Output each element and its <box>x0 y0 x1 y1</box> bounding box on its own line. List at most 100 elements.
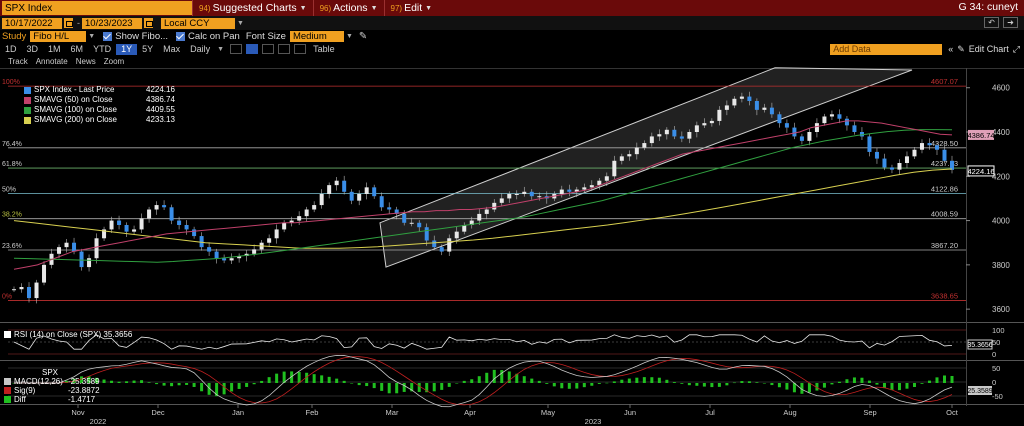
period-1m[interactable]: 1M <box>48 44 61 54</box>
calc-on-pan-label: Calc on Pan <box>188 31 240 42</box>
frequency-select[interactable]: Daily <box>190 44 211 54</box>
diff-bar <box>605 382 609 384</box>
period-3d[interactable]: 3D <box>26 44 39 54</box>
pencil-icon[interactable]: ✎ <box>957 43 965 54</box>
arrow-right-icon[interactable]: ➜ <box>1003 17 1018 28</box>
candle-chart-icon[interactable] <box>246 44 259 54</box>
candle-body <box>777 114 782 124</box>
currency-select[interactable]: Local CCY <box>161 17 235 29</box>
fibo-value-label: 4122.86 <box>931 184 958 193</box>
y-tick-label: 4200 <box>992 172 1010 181</box>
edit-chart-button[interactable]: Edit Chart <box>968 44 1009 54</box>
diff-bar <box>567 383 571 389</box>
rsi-label: RSI (14) on Close (SPX) 35.3656 <box>4 330 132 339</box>
chevron-down-icon[interactable]: ▼ <box>345 33 353 40</box>
candle-body <box>477 213 482 221</box>
bar-chart-icon[interactable] <box>262 44 275 54</box>
diff-bar <box>860 377 864 383</box>
x-tick-label: Feb <box>306 408 319 417</box>
candle-body <box>642 143 647 148</box>
chevron-down-icon[interactable]: ▼ <box>88 33 96 40</box>
diff-bar <box>515 373 519 383</box>
diff-bar <box>237 383 241 389</box>
candle-body <box>334 180 339 186</box>
candle-body <box>327 185 332 194</box>
candle-body <box>769 107 774 115</box>
diff-bar <box>710 383 714 388</box>
diff-bar <box>830 383 834 385</box>
diff-bar <box>492 369 496 383</box>
candle-body <box>447 238 452 252</box>
candle-body <box>499 198 504 203</box>
legend-name: SMAVG (50) on Close <box>34 95 113 104</box>
zoom-tool[interactable]: Zoom <box>103 57 125 66</box>
x-tick-label: Mar <box>386 408 399 417</box>
menu-edit[interactable]: 97) Edit ▼ <box>383 0 439 16</box>
table-button[interactable]: Table <box>313 44 335 54</box>
period-1y[interactable]: 1Y <box>116 43 138 55</box>
line-chart-icon[interactable] <box>230 44 243 54</box>
candle-body <box>934 145 939 150</box>
show-fibo-label[interactable]: Show Fibo... <box>115 31 169 42</box>
candle-body <box>274 229 279 239</box>
mountain-chart-icon[interactable] <box>278 44 291 54</box>
collapse-icon[interactable]: « <box>948 44 954 54</box>
candle-body <box>822 116 827 124</box>
candle-body <box>237 256 242 259</box>
period-5y[interactable]: 5Y <box>142 44 154 54</box>
candle-body <box>904 156 909 163</box>
diff-bar <box>822 383 826 388</box>
end-date-input[interactable]: 10/23/2023 <box>82 17 142 29</box>
add-data-input[interactable]: Add Data <box>830 43 943 55</box>
start-date-input[interactable]: 10/17/2022 <box>2 17 62 29</box>
track-tool[interactable]: Track <box>8 57 28 66</box>
chevron-down-icon[interactable]: ▼ <box>217 45 225 53</box>
expand-icon[interactable]: ⤢ <box>1012 43 1020 54</box>
show-fibo-checkbox[interactable] <box>103 32 113 41</box>
ticker-input[interactable]: SPX Index <box>2 1 192 15</box>
diff-bar <box>410 383 414 392</box>
calendar-icon[interactable] <box>64 18 73 28</box>
rsi-name: RSI (14) on Close (SPX) <box>14 330 102 339</box>
candle-body <box>912 149 917 157</box>
diff-bar <box>620 379 624 383</box>
macd-tick-label: 0 <box>992 378 996 387</box>
font-size-select[interactable]: Medium <box>289 31 344 42</box>
chevron-down-icon[interactable]: ▼ <box>237 19 244 27</box>
diff-bar <box>762 383 766 384</box>
fibo-value-label: 4237.13 <box>931 159 958 168</box>
candle-body <box>409 222 414 224</box>
rsi-tick-label: 0 <box>992 350 996 359</box>
annotate-tool[interactable]: Annotate <box>35 57 68 66</box>
period-1d[interactable]: 1D <box>5 44 17 54</box>
diff-bar <box>777 383 781 388</box>
histogram-icon[interactable] <box>294 44 307 54</box>
diff-bar <box>950 375 954 383</box>
pencil-icon[interactable]: ✎ <box>358 31 368 42</box>
legend-value: -23.8872 <box>68 386 100 395</box>
y-tick-label: 4000 <box>992 217 1010 226</box>
menu-number: 94) <box>199 3 211 13</box>
candle-body <box>754 101 759 110</box>
legend-swatch <box>4 378 11 385</box>
diff-bar <box>155 383 159 385</box>
period-ytd[interactable]: YTD <box>93 44 112 54</box>
menu-actions[interactable]: 96) Actions ▼ <box>312 0 384 16</box>
x-tick-label: Aug <box>783 408 796 417</box>
y-tick-label: 3600 <box>992 305 1010 314</box>
candle-body <box>42 264 47 283</box>
calendar-icon[interactable] <box>144 18 153 28</box>
period-6m[interactable]: 6M <box>70 44 84 54</box>
candle-body <box>492 202 497 210</box>
study-select[interactable]: Fibo H/L <box>30 31 87 42</box>
candle-body <box>709 120 714 124</box>
news-tool[interactable]: News <box>75 57 96 66</box>
x-tick-label: Jun <box>624 408 636 417</box>
calc-on-pan-checkbox[interactable] <box>176 32 186 41</box>
period-max[interactable]: Max <box>163 44 181 54</box>
undo-icon[interactable]: ↶ <box>984 17 999 28</box>
menu-suggested-charts[interactable]: 94) Suggested Charts ▼ <box>192 0 313 16</box>
axis-line <box>966 68 967 406</box>
candle-body <box>792 127 797 137</box>
